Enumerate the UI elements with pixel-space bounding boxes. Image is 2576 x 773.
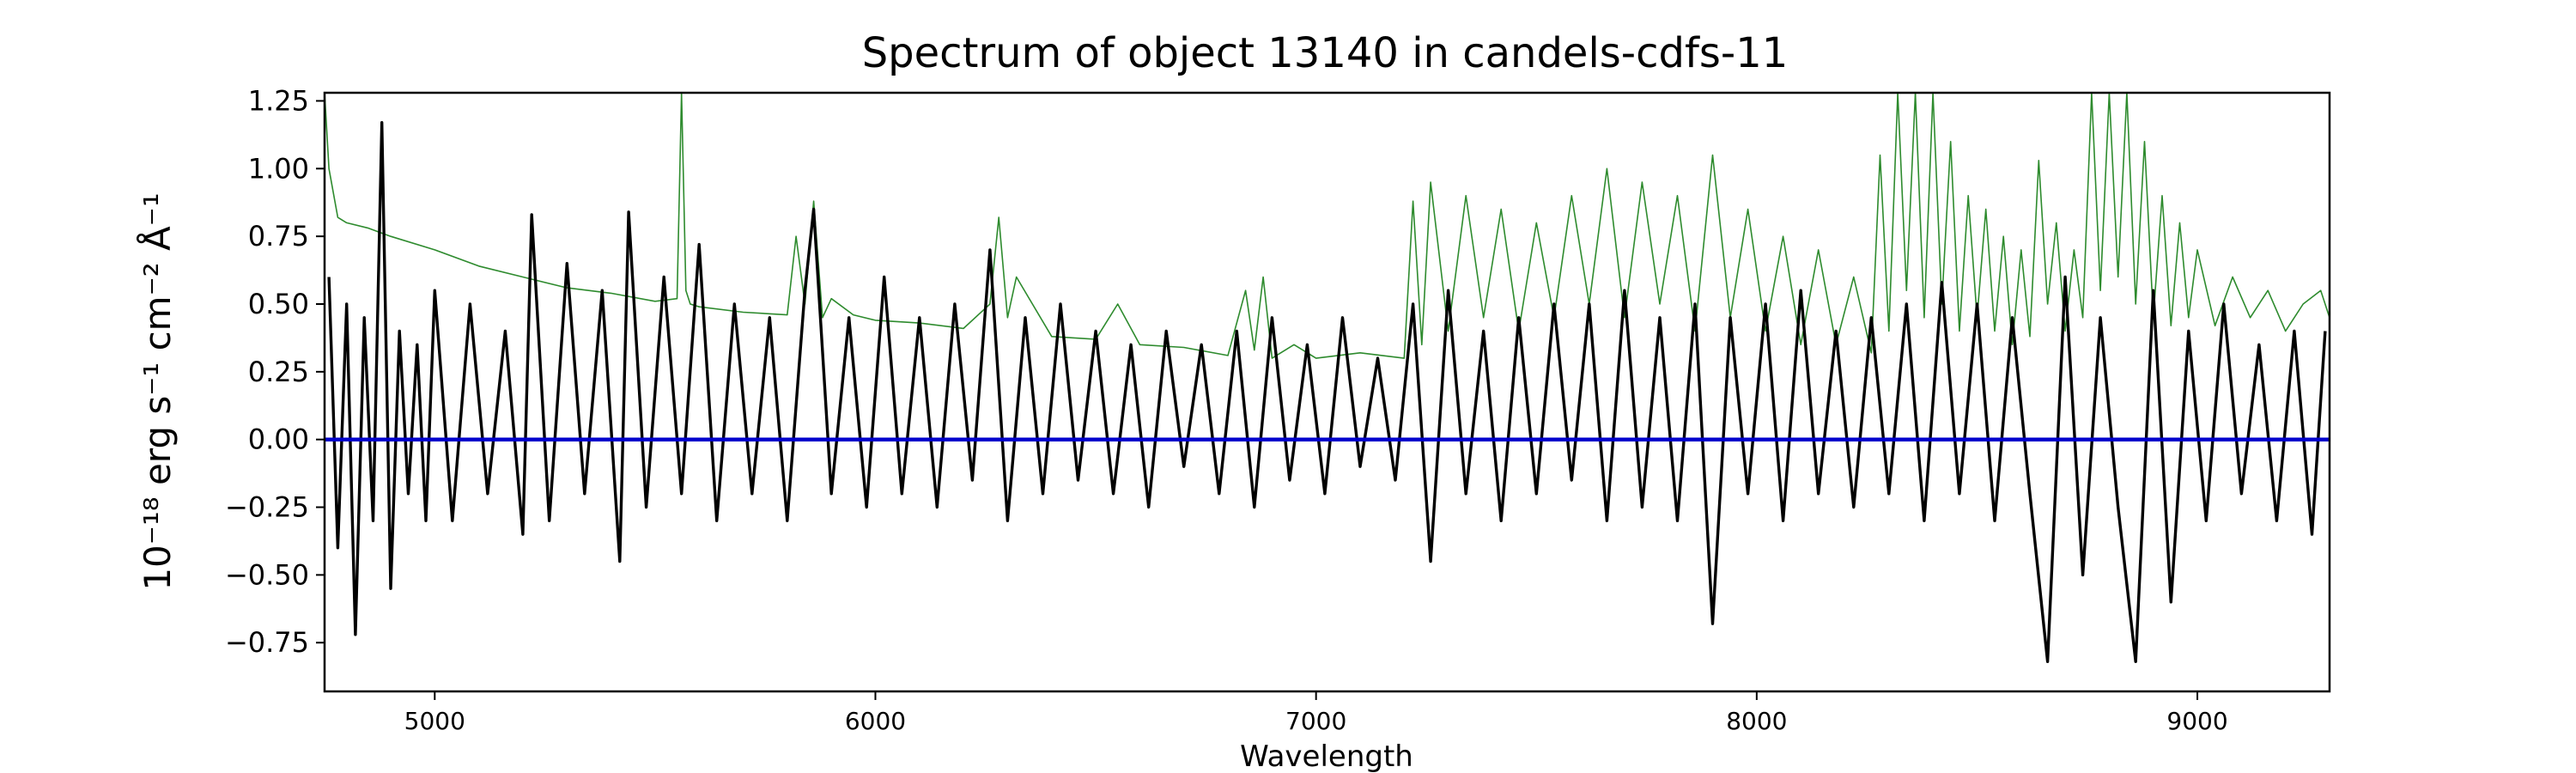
y-tick-label: 0.50 <box>248 288 309 320</box>
y-tick-label: 0.75 <box>248 220 309 253</box>
y-tick-label: −0.25 <box>225 491 309 524</box>
y-tick-label: 1.25 <box>248 84 309 117</box>
series-error-line <box>325 93 2330 359</box>
plot-frame <box>323 91 2331 693</box>
series-flux-line <box>327 120 2327 663</box>
y-tick-label: −0.75 <box>225 626 309 659</box>
x-axis: 5000 6000 7000 8000 9000 <box>404 691 2228 735</box>
series-layer <box>325 93 2330 663</box>
x-tick-label: 6000 <box>845 707 906 735</box>
y-tick-label: 1.00 <box>248 152 309 185</box>
x-tick-label: 8000 <box>1726 707 1787 735</box>
y-tick-label: 0.25 <box>248 356 309 388</box>
x-tick-label: 9000 <box>2166 707 2227 735</box>
y-axis: −0.75 −0.50 −0.25 0.00 0.25 0.50 0.75 1.00 1.25 <box>225 84 325 659</box>
y-axis-label: 10⁻¹⁸ erg s⁻¹ cm⁻² Å⁻¹ <box>136 192 179 590</box>
chart-title: Spectrum of object 13140 in candels-cdfs… <box>862 29 1789 77</box>
x-axis-label: Wavelength <box>1240 740 1413 773</box>
x-tick-label: 7000 <box>1285 707 1346 735</box>
plot-area <box>323 91 2331 693</box>
y-tick-label: 0.00 <box>248 423 309 456</box>
y-tick-label: −0.50 <box>225 558 309 591</box>
x-tick-label: 5000 <box>404 707 465 735</box>
